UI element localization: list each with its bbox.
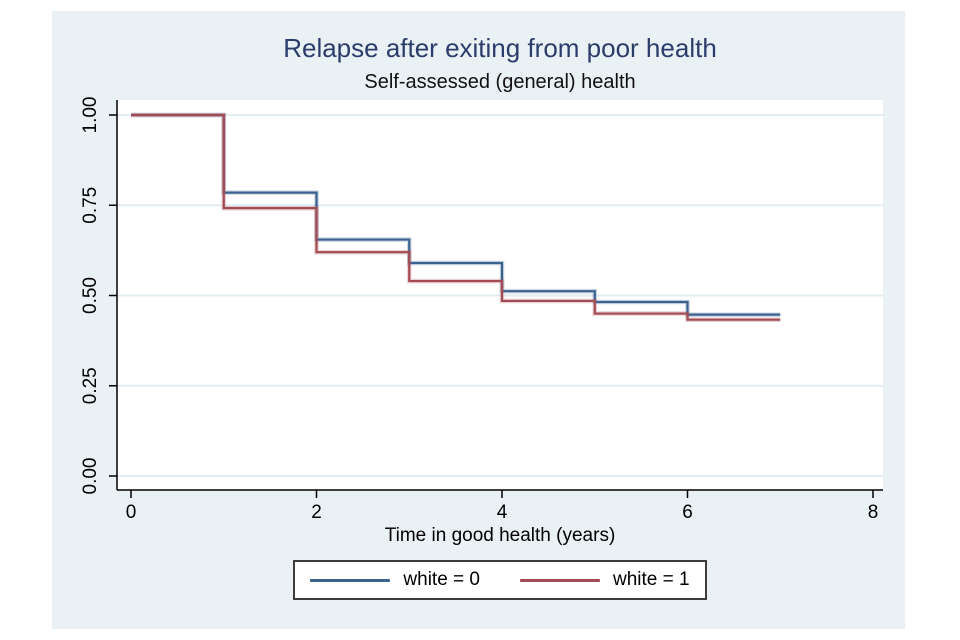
chart-title: Relapse after exiting from poor health bbox=[283, 33, 717, 63]
legend-line-swatch-blue bbox=[310, 578, 391, 582]
x-tick-label: 2 bbox=[311, 502, 322, 523]
legend: white = 0 white = 1 bbox=[293, 560, 707, 600]
survival-curve-1 bbox=[131, 113, 781, 321]
y-tick-label: 0.75 bbox=[80, 187, 101, 224]
legend-label: white = 1 bbox=[613, 569, 690, 590]
x-tick-label: 8 bbox=[868, 502, 879, 523]
y-tick-label: 0.00 bbox=[80, 458, 101, 495]
y-tick-label: 0.50 bbox=[80, 277, 101, 314]
chart-subtitle: Self-assessed (general) health bbox=[364, 71, 636, 93]
survival-plot: 0.00 0.25 0.50 0.75 1.00 0 2 4 6 8 bbox=[80, 97, 883, 523]
x-tick-label: 4 bbox=[497, 502, 508, 523]
legend-line-swatch-red bbox=[520, 578, 600, 582]
legend-label: white = 0 bbox=[403, 569, 480, 590]
legend-item-white-1: white = 1 bbox=[520, 569, 690, 591]
x-axis-label: Time in good health (years) bbox=[384, 525, 616, 546]
graph-panel: 0.00 0.25 0.50 0.75 1.00 0 2 4 6 8 Relapse after … bbox=[52, 11, 905, 629]
y-tick-label: 0.25 bbox=[80, 367, 101, 404]
x-tick-label: 6 bbox=[682, 502, 693, 523]
legend-item-white-0: white = 0 bbox=[310, 569, 480, 591]
x-tick-label: 0 bbox=[126, 502, 137, 523]
y-tick-label: 1.00 bbox=[80, 97, 101, 134]
survival-curve-0 bbox=[131, 113, 781, 316]
